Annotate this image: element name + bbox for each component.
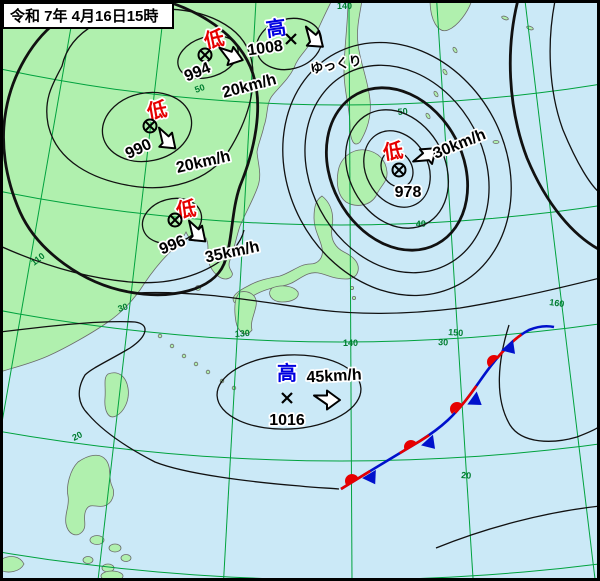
parallel-line: [2, 191, 598, 226]
lon-label: 140: [337, 1, 352, 11]
isobars: [2, 2, 598, 549]
movement-arrow: [304, 25, 324, 48]
high-center-mark: [285, 33, 297, 45]
movement-speed: 45km/h: [306, 367, 362, 387]
meridian-line: [223, 2, 257, 579]
isobar: [435, 505, 598, 549]
meridian-line: [2, 2, 76, 426]
low-center-mark: [142, 118, 158, 134]
lat-label: 20: [461, 470, 472, 481]
isobar: [2, 320, 340, 490]
warm-front-symbol: [450, 402, 462, 414]
movement-arrow: [188, 219, 207, 243]
lat-label: 50: [193, 82, 206, 95]
meridian-line: [436, 2, 474, 579]
isobar: [549, 2, 598, 193]
landmass-kamchatka: [429, 2, 472, 32]
movement-arrow: [313, 389, 341, 411]
movement-arrow: [218, 45, 244, 67]
low-kanji: 低: [380, 138, 404, 165]
cold-front-symbol: [362, 469, 376, 485]
landmass-luzon: [65, 454, 114, 536]
chart-title: 令和 7年 4月16日15時: [2, 2, 174, 29]
warm-front-symbol: [345, 474, 359, 485]
lon-label: 160: [549, 297, 565, 309]
meridian-line: [97, 2, 166, 579]
isobar: [134, 277, 598, 314]
lon-label: 150: [448, 327, 464, 338]
low-center-mark: [197, 47, 213, 63]
lat-label: 30: [438, 337, 449, 348]
isobar: [282, 41, 512, 297]
isobar: [101, 91, 193, 163]
warm-front-symbol: [487, 355, 499, 367]
cold-front-symbol: [421, 434, 436, 449]
parallel-line: [2, 310, 598, 343]
lat-label: 40: [416, 218, 427, 229]
parallel-line: [2, 68, 598, 106]
lat-label: 20: [70, 429, 83, 442]
isobar: [141, 197, 203, 245]
meridian-line: [348, 2, 353, 579]
landmass-kyushu: [234, 291, 257, 335]
landmass-sakhalin: [343, 2, 371, 145]
meridian-line: [524, 2, 596, 579]
isobar: [344, 109, 450, 229]
isobar-thick: [508, 2, 598, 251]
pressure-value: 1016: [269, 412, 305, 429]
low-center-mark: [391, 162, 407, 178]
isobar: [498, 324, 598, 442]
high-center-mark: [281, 392, 293, 404]
small-islands: [2, 15, 534, 579]
cold-front-symbol: [501, 339, 516, 354]
isobar: [380, 150, 414, 188]
stationary-front: [340, 324, 555, 491]
pressure-system-high-1016: 高 1016 45km/h: [267, 359, 363, 431]
lat-label: 50: [397, 106, 408, 117]
landmass-taiwan: [104, 372, 129, 418]
isobar: [304, 64, 490, 274]
isobar: [216, 354, 362, 430]
isobar-thick: [2, 2, 260, 296]
front-line-warm: [340, 324, 555, 491]
isobar: [2, 229, 245, 284]
landmass-shikoku: [269, 285, 299, 303]
parallel-line: [2, 431, 598, 462]
lon-label: 130: [234, 328, 250, 339]
title-text: 令和 7年 4月16日15時: [10, 7, 158, 25]
lon-label: 140: [343, 338, 358, 348]
movement-arrow: [412, 147, 437, 165]
warm-front-symbol: [404, 440, 418, 451]
cold-front-symbol: [467, 391, 482, 406]
movement-arrow: [158, 126, 177, 150]
pressure-value: 978: [395, 184, 422, 201]
low-center-mark: [167, 212, 183, 228]
isobar-thick: [324, 86, 470, 252]
lat-label: 30: [117, 301, 130, 314]
high-kanji: 高: [277, 361, 297, 385]
